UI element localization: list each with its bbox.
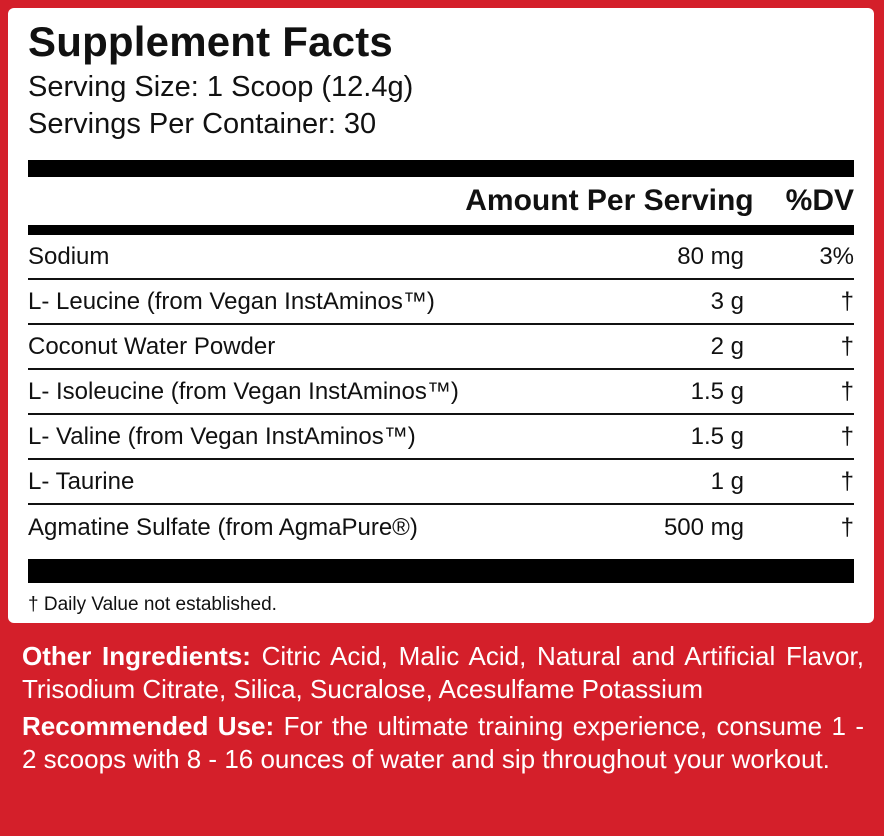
nutrient-table: Sodium 80 mg 3% L- Leucine (from Vegan I… [28,235,854,550]
nutrient-amount: 2 g [710,332,744,360]
other-ingredients-label: Other Ingredients: [22,641,251,671]
amount-per-serving-header: Amount Per Serving [465,184,754,217]
nutrient-dv: † [840,377,854,405]
table-header: Amount Per Serving %DV [28,177,854,225]
nutrient-name: Agmatine Sulfate (from AgmaPure®) [28,513,418,541]
table-row: Agmatine Sulfate (from AgmaPure®) 500 mg… [28,505,854,550]
nutrient-amount: 500 mg [663,513,744,541]
supplement-facts-panel: Supplement Facts Serving Size: 1 Scoop (… [8,8,874,623]
table-row: L- Leucine (from Vegan InstAminos™) 3 g … [28,280,854,325]
nutrient-name: L- Leucine (from Vegan InstAminos™) [28,287,435,315]
nutrient-name: L- Taurine [28,467,135,495]
nutrient-dv: † [840,332,854,360]
dv-header: %DV [785,184,854,217]
serving-size: Serving Size: 1 Scoop (12.4g) [28,71,414,103]
other-ingredients: Other Ingredients: Citric Acid, Malic Ac… [22,640,864,706]
nutrient-amount: 1.5 g [690,377,744,405]
nutrient-name: L- Valine (from Vegan InstAminos™) [28,422,416,450]
nutrient-amount: 1.5 g [690,422,744,450]
divider-medium [28,225,854,235]
servings-per-container: Servings Per Container: 30 [28,108,377,140]
nutrient-name: Coconut Water Powder [28,332,276,360]
panel-title: Supplement Facts [28,18,393,65]
recommended-use: Recommended Use: For the ultimate traini… [22,710,864,776]
table-row: L- Taurine 1 g † [28,460,854,505]
nutrient-dv: † [840,513,854,541]
nutrient-amount: 80 mg [677,242,744,270]
nutrient-dv: 3% [819,242,854,270]
other-ingredients-text: Citric Acid, Malic Acid, Natural and Art… [22,641,865,704]
nutrient-dv: † [840,287,854,315]
divider-bottom [28,559,854,583]
nutrient-amount: 1 g [710,467,744,495]
table-row: L- Valine (from Vegan InstAminos™) 1.5 g… [28,415,854,460]
nutrient-name: L- Isoleucine (from Vegan InstAminos™) [28,377,459,405]
divider-thick [28,160,854,177]
nutrient-dv: † [840,467,854,495]
table-row: Sodium 80 mg 3% [28,235,854,280]
recommended-use-label: Recommended Use: [22,711,275,741]
nutrient-name: Sodium [28,242,110,270]
recommended-use-text: For the ultimate training experience, co… [22,711,864,774]
label-info: Other Ingredients: Citric Acid, Malic Ac… [22,640,864,776]
table-row: L- Isoleucine (from Vegan InstAminos™) 1… [28,370,854,415]
table-row: Coconut Water Powder 2 g † [28,325,854,370]
nutrient-dv: † [840,422,854,450]
dv-footnote: † Daily Value not established. [28,594,277,615]
nutrient-amount: 3 g [710,287,744,315]
